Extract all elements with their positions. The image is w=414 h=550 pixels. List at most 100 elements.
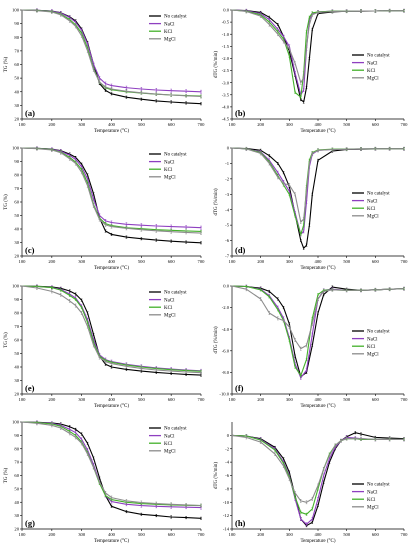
x-tick-label: 700 (198, 259, 206, 264)
series-line-nacl (21, 285, 202, 372)
legend-label: NaCl (367, 199, 378, 204)
x-tick-label: 100 (229, 532, 237, 537)
legend-label: NaCl (164, 298, 175, 303)
y-tick-label: 80 (14, 311, 19, 316)
x-tick-label: 700 (401, 259, 409, 264)
x-tick-label: 600 (168, 122, 176, 127)
x-tick-label: 500 (138, 122, 146, 127)
y-tick-label: 70 (14, 460, 19, 465)
x-axis-title: Temperature (°C) (300, 404, 335, 409)
series-line-mgcl (21, 421, 202, 507)
y-tick-label: 40 (14, 365, 19, 370)
legend-label: No catalyst (367, 330, 390, 335)
series-line-nacl (21, 9, 202, 93)
y-tick-label: -8.0 (222, 370, 230, 375)
y-axis-title: dTG (%/min) (214, 326, 219, 353)
series-line-no-catalyst (231, 432, 405, 527)
x-tick-label: 600 (372, 532, 380, 537)
y-axis-title: dTG (%/min) (214, 462, 219, 489)
series-line-mgcl (231, 9, 405, 84)
x-tick-label: 100 (229, 259, 237, 264)
y-tick-label: -1.0 (222, 32, 230, 37)
y-tick-label: -14 (223, 527, 230, 532)
x-tick-label: 200 (48, 259, 56, 264)
legend-label: KCl (367, 345, 376, 350)
x-tick-label: 600 (372, 122, 380, 127)
x-tick-label: 400 (315, 397, 323, 402)
legend-label: KCl (367, 498, 376, 503)
legend-label: KCl (164, 168, 173, 173)
legend-label: KCl (367, 207, 376, 212)
series-line-no-catalyst (21, 285, 202, 376)
y-tick-label: -1 (225, 161, 230, 166)
x-tick-label: 600 (168, 532, 176, 537)
x-tick-label: 300 (78, 397, 86, 402)
y-tick-label: 0 (227, 433, 230, 438)
panel-label-d: (d) (235, 245, 246, 255)
series-line-mgcl (231, 147, 405, 223)
x-tick-label: 400 (315, 532, 323, 537)
y-tick-label: -0.5 (222, 20, 230, 25)
y-axis-title: TG (%) (4, 332, 9, 348)
series-line-mgcl (21, 147, 202, 234)
series-line-mgcl (21, 9, 202, 98)
legend-label: MgCl (367, 353, 379, 358)
legend-label: KCl (164, 306, 173, 311)
x-tick-label: 300 (286, 122, 294, 127)
legend-label: MgCl (164, 38, 176, 43)
x-tick-label: 200 (48, 532, 56, 537)
x-tick-label: 300 (286, 259, 294, 264)
x-tick-label: 600 (168, 259, 176, 264)
legend-label: MgCl (367, 506, 379, 511)
legend-label: MgCl (164, 450, 176, 455)
panel-label-b: (b) (235, 108, 246, 118)
y-tick-label: 20 (14, 117, 19, 122)
x-tick-label: 700 (401, 532, 409, 537)
y-tick-label: 40 (14, 89, 19, 94)
panel-f: 100 200 300 400 500 600 700 0.0 -2.0 -4.0 -6.0 -8.0… (214, 284, 408, 409)
x-tick-label: 500 (138, 259, 146, 264)
y-tick-label: -7 (225, 254, 230, 259)
y-tick-label: -12 (223, 513, 230, 518)
panel-a: 100 200 300 400 500 600 700 20 30 40 50 60 70 80 90 100… (4, 8, 205, 134)
y-tick-label: 0.0 (223, 8, 229, 13)
legend-label: No catalyst (164, 291, 187, 296)
y-tick-label: -2 (225, 446, 230, 451)
x-tick-label: 300 (78, 122, 86, 127)
x-tick-label: 500 (343, 259, 351, 264)
y-tick-label: 90 (14, 433, 19, 438)
x-tick-label: 300 (78, 532, 86, 537)
legend-label: KCl (164, 30, 173, 35)
y-tick-label: -6 (225, 473, 230, 478)
x-tick-label: 600 (372, 397, 380, 402)
legend-label: MgCl (164, 176, 176, 181)
y-axis-title: TG (%) (4, 467, 9, 483)
y-tick-label: 20 (14, 527, 19, 532)
y-axis-title: dTG (%/min) (214, 51, 219, 78)
legend-label: MgCl (367, 77, 379, 82)
y-tick-label: -10.0 (219, 392, 229, 397)
y-tick-label: 70 (14, 324, 19, 329)
series-line-nacl (21, 147, 202, 229)
x-tick-label: 400 (108, 397, 116, 402)
legend-label: No catalyst (367, 483, 390, 488)
y-tick-label: 20 (14, 392, 19, 397)
x-tick-label: 100 (19, 397, 27, 402)
y-axis-title: TG (%) (4, 194, 9, 210)
series-line-kcl (231, 434, 405, 515)
y-tick-label: 70 (14, 48, 19, 53)
y-tick-label: 90 (14, 297, 19, 302)
legend-label: No catalyst (164, 427, 187, 432)
series-line-no-catalyst (21, 421, 202, 519)
y-tick-label: -6.0 (222, 348, 230, 353)
y-tick-label: 20 (14, 254, 19, 259)
y-tick-label: -2.0 (222, 56, 230, 61)
y-tick-label: 50 (14, 486, 19, 491)
y-tick-label: -3.5 (222, 92, 230, 97)
y-tick-label: 50 (14, 351, 19, 356)
panel-label-f: (f) (235, 383, 244, 393)
x-tick-label: 500 (138, 397, 146, 402)
series-line-no-catalyst (231, 147, 405, 249)
panel-label-g: (g) (25, 518, 35, 528)
legend-label: No catalyst (367, 54, 390, 59)
